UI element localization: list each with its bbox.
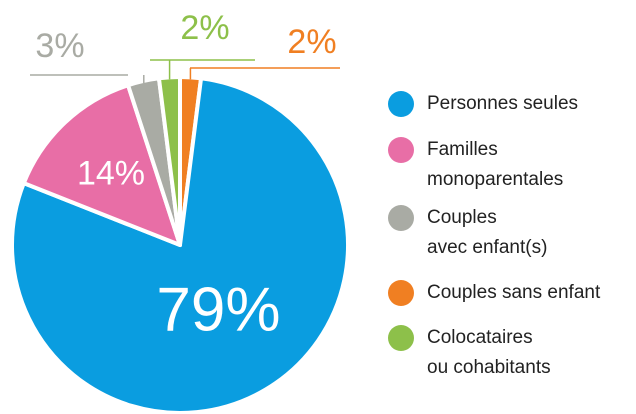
value-label: 2% (287, 23, 336, 61)
value-label: 3% (35, 27, 84, 65)
legend-marker (388, 205, 414, 231)
value-label: 2% (180, 9, 229, 47)
legend-label: Couples (427, 207, 497, 228)
legend-marker (388, 137, 414, 163)
legend-label: Colocataires (427, 327, 533, 348)
legend-marker (388, 280, 414, 306)
legend-label: Couples sans enfant (427, 282, 601, 303)
value-label: 14% (77, 155, 145, 193)
legend-label: Familles (427, 139, 498, 160)
legend-marker (388, 325, 414, 351)
legend-marker (388, 91, 414, 117)
legend-label: avec enfant(s) (427, 237, 547, 258)
value-label: 79% (156, 275, 280, 344)
legend-label: monoparentales (427, 169, 563, 190)
legend-label: Personnes seules (427, 93, 578, 114)
legend-label: ou cohabitants (427, 357, 551, 378)
